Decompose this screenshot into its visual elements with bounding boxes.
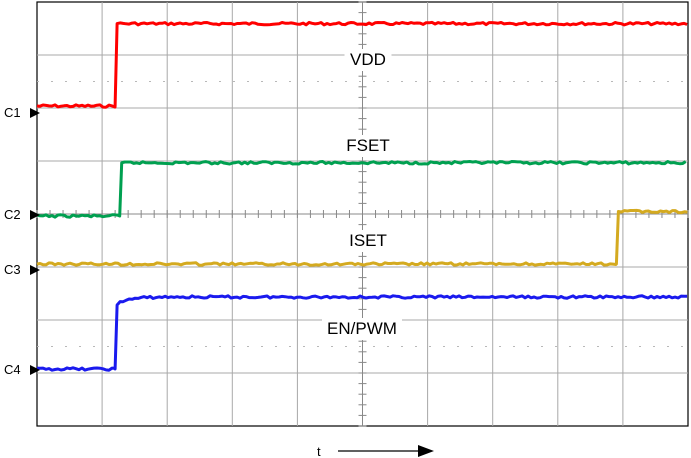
trace-labels: VDD FSET ISET EN/PWM [322, 49, 402, 340]
channel-marker-c2 [30, 210, 40, 220]
trace-c3 [36, 208, 688, 267]
channel-label-c4: C4 [4, 362, 21, 377]
trace-label-c4: EN/PWM [327, 319, 397, 338]
trace-c4 [36, 294, 688, 372]
channel-marker-c4 [30, 365, 40, 375]
channel-label-c3: C3 [4, 262, 21, 277]
trace-label-c2: FSET [346, 136, 389, 155]
trace-label-c3: ISET [349, 231, 387, 250]
channel-label-c2: C2 [4, 207, 21, 222]
trace-label-bg [344, 49, 392, 71]
trace-c1 [36, 20, 688, 109]
channel-marker-c1 [30, 108, 40, 118]
time-arrow-head [418, 445, 434, 457]
channel-label-c1: C1 [4, 105, 21, 120]
x-axis-label: t [317, 444, 321, 458]
trace-c2 [36, 160, 687, 219]
channel-markers: C1 C2 C3 C4 [4, 105, 40, 377]
traces [36, 20, 688, 372]
trace-label-c1: VDD [350, 50, 386, 69]
channel-marker-c3 [30, 265, 40, 275]
trace-label-bg [322, 318, 402, 340]
trace-label-bg [339, 230, 397, 252]
trace-label-bg [339, 135, 397, 157]
